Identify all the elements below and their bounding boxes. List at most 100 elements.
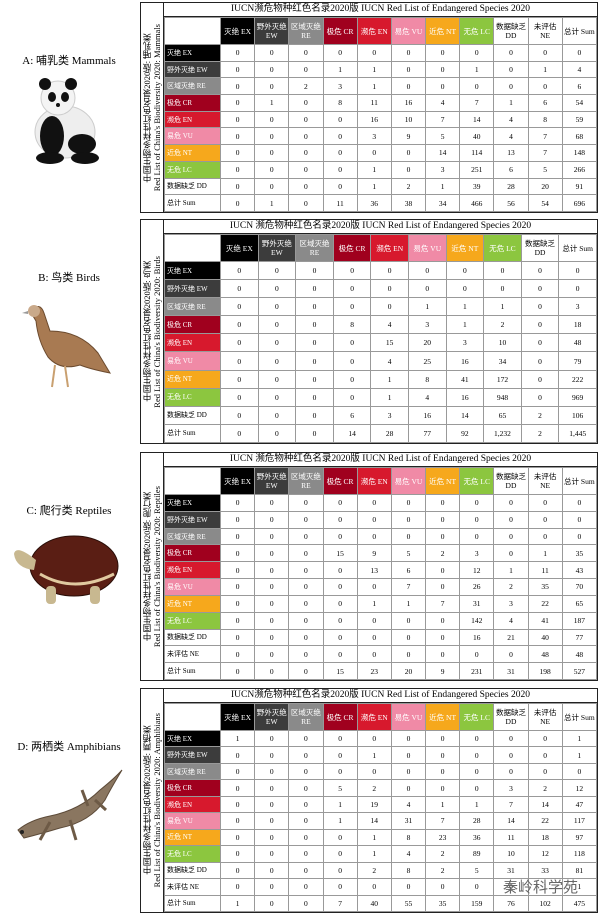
data-row: 近危 NT 0 0 0 0 1 8 41 172 0 222 xyxy=(164,369,597,389)
side-label: 中国生物多样性红色名录2020版: 爬行类 Red List of China's… xyxy=(141,453,164,680)
column-header: 区域灭绝 RE xyxy=(288,17,324,45)
cell: 231 xyxy=(459,662,495,680)
cell: 0 xyxy=(322,729,358,748)
data-row: 总计 Sum 0 0 0 14 28 77 92 1,232 2 1,445 xyxy=(164,423,597,444)
cell: 0 xyxy=(220,387,259,407)
cell: 172 xyxy=(483,369,522,389)
cell: 0 xyxy=(288,510,324,529)
panda-image xyxy=(34,78,99,164)
row-header: 总计 Sum xyxy=(164,894,221,913)
cell: 0 xyxy=(219,645,256,664)
cell: 0 xyxy=(288,110,324,129)
cell: 0 xyxy=(219,94,256,112)
cell: 0 xyxy=(356,645,392,664)
cell: 0 xyxy=(219,44,256,62)
cell: 4 xyxy=(493,127,529,146)
cell: 15 xyxy=(322,544,358,563)
cell: 7 xyxy=(459,94,495,112)
cell: 7 xyxy=(527,144,563,162)
cell: 1 xyxy=(322,795,358,814)
side-label-line: 中国生物多样性红色名录2020版: 鸟类 xyxy=(142,261,152,402)
cell: 36 xyxy=(356,194,392,212)
cell: 0 xyxy=(520,369,560,389)
column-header: 区域灭绝 RE xyxy=(288,703,324,731)
side-label: 中国生物多样性红色名录2020版: 鸟类 Red List of China's … xyxy=(141,220,164,443)
cell: 0 xyxy=(254,44,290,62)
cell: 11 xyxy=(527,561,563,580)
panel-label: C: 爬行类 Reptiles xyxy=(26,505,112,517)
cell: 0 xyxy=(322,645,358,664)
cell: 0 xyxy=(390,527,427,546)
cell: 0 xyxy=(425,628,461,647)
cell: 0 xyxy=(425,44,461,62)
row-header: 数据缺乏 DD xyxy=(164,405,221,425)
cell: 0 xyxy=(322,561,358,580)
cell: 0 xyxy=(288,44,324,62)
side-label-line: Red List of China's Biodiversity 2020: M… xyxy=(152,23,162,192)
cell: 0 xyxy=(254,746,290,764)
row-header: 近危 NT xyxy=(164,594,221,613)
cell: 0 xyxy=(425,746,461,764)
cell: 1 xyxy=(356,160,392,179)
cell: 20 xyxy=(527,177,563,196)
column-header: 数据缺乏 DD xyxy=(493,467,529,495)
cell: 0 xyxy=(288,578,324,596)
cell: 12 xyxy=(527,845,563,863)
cell: 0 xyxy=(561,44,598,62)
cell: 1,445 xyxy=(558,423,597,444)
cell: 0 xyxy=(322,845,358,863)
cell: 0 xyxy=(493,527,529,546)
cell: 3 xyxy=(407,315,447,335)
cell: 1 xyxy=(356,60,392,79)
cell: 0 xyxy=(219,177,256,196)
cell: 0 xyxy=(220,260,259,281)
cell: 187 xyxy=(561,611,598,630)
data-row: 无危 LC 0 0 0 0 0 0 0 142 4 41 187 xyxy=(164,611,598,630)
cell: 117 xyxy=(561,812,598,830)
cell: 23 xyxy=(356,662,392,680)
cell: 25 xyxy=(407,351,447,371)
panel: D: 两栖类 Amphibians 中国生物多样性红色名录2020版: 两栖类 Re… xyxy=(0,688,600,913)
cell: 0 xyxy=(425,729,461,748)
cell: 0 xyxy=(493,60,529,79)
cell: 0 xyxy=(322,746,358,764)
cell: 0 xyxy=(356,578,392,596)
cell: 0 xyxy=(493,544,529,563)
data-row: 极危 CR 0 0 0 15 9 5 2 3 0 1 35 xyxy=(164,544,598,563)
side-label-line: Red List of China's Biodiversity 2020: R… xyxy=(152,485,162,648)
data-table: 灭绝 EX 野外灭绝 EW 区域灭绝 RE 极危 CR 濒危 EN 易危 VU 近危 NT 无… xyxy=(164,467,598,680)
cell: 0 xyxy=(254,662,290,680)
column-header: 近危 NT xyxy=(425,467,461,495)
cell: 0 xyxy=(219,594,256,613)
cell: 0 xyxy=(390,494,427,512)
cell: 0 xyxy=(322,762,358,781)
cell: 31 xyxy=(459,594,495,613)
cell: 1 xyxy=(356,177,392,196)
cell: 251 xyxy=(459,160,495,179)
cell: 0 xyxy=(493,510,529,529)
cell: 54 xyxy=(527,194,563,212)
cell: 0 xyxy=(459,510,495,529)
cell: 0 xyxy=(295,333,334,353)
cell: 0 xyxy=(425,611,461,630)
cell: 0 xyxy=(390,144,427,162)
cell: 7 xyxy=(425,110,461,129)
cell: 34 xyxy=(483,351,522,371)
cell: 3 xyxy=(370,405,409,425)
row-header: 未评估 NE xyxy=(164,878,221,896)
cell: 16 xyxy=(459,628,495,647)
column-header: 易危 VU xyxy=(390,703,427,731)
cell: 56 xyxy=(493,194,529,212)
table-main: IUCN濒危物种红色名录2020版 IUCN Red List of Endan… xyxy=(164,3,598,212)
cell: 0 xyxy=(520,333,560,353)
cell: 0 xyxy=(220,279,259,299)
cell: 527 xyxy=(561,662,598,680)
cell: 1 xyxy=(356,77,392,96)
cell: 5 xyxy=(527,160,563,179)
table-title: IUCN 濒危物种红色名录2020版 IUCN Red List of Enda… xyxy=(164,453,597,467)
cell: 65 xyxy=(561,594,598,613)
cell: 0 xyxy=(322,828,358,847)
cell: 4 xyxy=(493,110,529,129)
cell: 0 xyxy=(370,279,409,299)
row-header: 区域灭绝 RE xyxy=(164,762,221,781)
